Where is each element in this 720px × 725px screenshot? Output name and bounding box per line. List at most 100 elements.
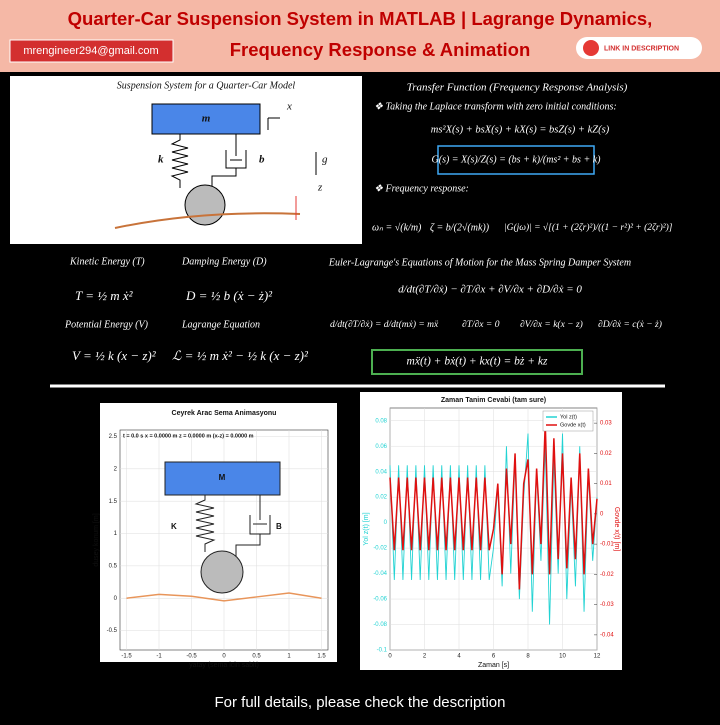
x-tick-label: -1.5 [121, 654, 132, 660]
equation-box [437, 145, 595, 175]
damper [211, 134, 247, 188]
equation: d/dt(∂T/∂ẋ) = d/dt(mẋ) = mẍ [330, 319, 439, 330]
section-title: Euler-Lagrange's Equations of Motion for… [328, 257, 631, 268]
y2-tick-label: 0.03 [600, 421, 612, 427]
z-label: z [317, 182, 323, 194]
email-box [9, 39, 174, 63]
link-button[interactable] [576, 37, 702, 59]
spring-label: k [158, 154, 164, 166]
mass-label: m [202, 113, 211, 125]
x-tick-label: 4 [457, 654, 461, 660]
equation: d/dt(∂T/∂ẋ) − ∂T/∂x + ∂V/∂x + ∂D/∂ẋ = 0 [398, 284, 582, 296]
x-tick-label: 12 [594, 654, 601, 660]
x-tick-label: 1.5 [317, 654, 326, 660]
y-tick-label: -0.04 [373, 571, 387, 577]
equation: |G(jω)| = √[(1 + (2ζr)²)/((1 − r²)² + (2… [504, 222, 673, 233]
equation: ms²X(s) + bsX(s) + kX(s) = bsZ(s) + kZ(s… [431, 124, 610, 135]
diagram-title: Suspension System for a Quarter-Car Mode… [117, 80, 296, 91]
y-axis-label: dusey konum [m] [93, 513, 100, 566]
y-tick-label: 2.5 [109, 434, 118, 440]
email: mrengineer294@gmail.com [23, 45, 158, 57]
label: Kinetic Energy (T) [69, 256, 145, 267]
x-tick-label: -1 [156, 654, 162, 660]
equation: G(s) = X(s)/Z(s) = (bs + k)/(ms² + bs + … [432, 154, 602, 165]
equation-box [371, 349, 583, 375]
damper [235, 495, 271, 556]
x-tick-label: 10 [559, 654, 566, 660]
equation: ∂D/∂ẋ = c(ẋ − ż) [598, 319, 662, 330]
footer: For full details, please check the descr… [215, 694, 506, 711]
annotation: t = 0.0 s x = 0.0000 m z = 0.0000 m (x-z… [123, 433, 254, 439]
title: Quarter-Car Suspension System in MATLAB … [68, 8, 653, 29]
y-tick-label: -0.1 [377, 648, 388, 654]
wheel [184, 184, 226, 226]
bullet: ❖ Taking the Laplace transform with zero… [374, 101, 617, 112]
equation: D = ½ b (ẋ − ż)² [185, 288, 273, 303]
damper-label: b [259, 154, 265, 166]
y-tick-label: 1.5 [109, 499, 118, 505]
road [114, 212, 301, 229]
spring [170, 134, 189, 188]
y2-axis-label: Govde x(t) [m] [613, 507, 620, 551]
y-tick-label: -0.08 [373, 622, 387, 628]
x-tick-label: 6 [492, 654, 496, 660]
mass [164, 461, 281, 496]
y-tick-label: 0.04 [375, 469, 387, 475]
y-tick-label: -0.5 [107, 628, 118, 634]
y2-tick-label: -0.02 [600, 572, 614, 578]
x-tick-label: 8 [526, 654, 530, 660]
y-tick-label: 1 [114, 531, 118, 537]
y-tick-label: 0.5 [109, 563, 118, 569]
series-line [389, 433, 598, 625]
x-tick-label: 0.5 [252, 654, 261, 660]
y-tick-label: 0.06 [375, 444, 387, 450]
chart-title: Ceyrek Arac Sema Animasyonu [172, 410, 277, 417]
equation: T = ½ m ẋ² [75, 288, 134, 303]
y-tick-label: 0 [384, 520, 388, 526]
spring [194, 495, 216, 552]
time-response-chart: Zaman Tanim Cevabi (tam sure) 0 2 4 6 8 10 12 -0… [363, 397, 620, 669]
label: Lagrange Equation [181, 319, 260, 330]
equation: ζ = b/(2√(mk)) [430, 222, 490, 233]
y2-tick-label: -0.01 [600, 542, 614, 548]
g-label: g [322, 154, 328, 166]
diagram-panel [10, 76, 362, 244]
y2-tick-label: 0.01 [600, 481, 612, 487]
equation: mẍ(t) + bẋ(t) + kx(t) = bż + kz [407, 356, 548, 368]
mass-label: M [219, 473, 226, 482]
section-title: Transfer Function (Frequency Response An… [407, 82, 628, 94]
legend-label: Yol z(t) [560, 414, 577, 420]
x-tick-label: 1 [287, 654, 291, 660]
wheel [200, 550, 244, 594]
x-tick-label: -0.5 [186, 654, 197, 660]
x-tick-label: 0 [222, 654, 226, 660]
spring-label: K [171, 522, 177, 531]
y-axis-label: Yol z(t) [m] [363, 512, 370, 545]
damper-label: B [276, 522, 282, 531]
equation: ωₙ = √(k/m) [372, 222, 422, 233]
link-text[interactable]: LINK IN DESCRIPTION [604, 45, 679, 52]
series-line [126, 592, 322, 602]
y-tick-label: 0.02 [375, 495, 387, 501]
equation: ∂T/∂x = 0 [462, 320, 500, 330]
title: Frequency Response & Animation [230, 39, 531, 60]
equation: ℒ = ½ m ẋ² − ½ k (x − z)² [172, 348, 309, 363]
bullet: ❖ Frequency response: [374, 183, 469, 194]
link-icon [583, 40, 599, 56]
y-tick-label: 2 [114, 466, 118, 472]
chart-title: Zaman Tanim Cevabi (tam sure) [441, 397, 546, 404]
equation: V = ½ k (x − z)² [72, 348, 157, 363]
mass [151, 103, 261, 135]
y2-tick-label: 0.02 [600, 451, 612, 457]
x-axis-label: Zaman [s] [478, 662, 509, 669]
x-tick-label: 0 [388, 654, 392, 660]
x-axis-label: yatay (sema icin sabit) [189, 662, 259, 669]
legend-box [542, 410, 594, 432]
y-tick-label: 0.08 [375, 418, 387, 424]
x-label: x [286, 101, 292, 113]
y-tick-label: 0 [114, 596, 118, 602]
label: Damping Energy (D) [181, 256, 267, 267]
y2-tick-label: -0.04 [600, 632, 614, 638]
y2-tick-label: -0.03 [600, 602, 614, 608]
